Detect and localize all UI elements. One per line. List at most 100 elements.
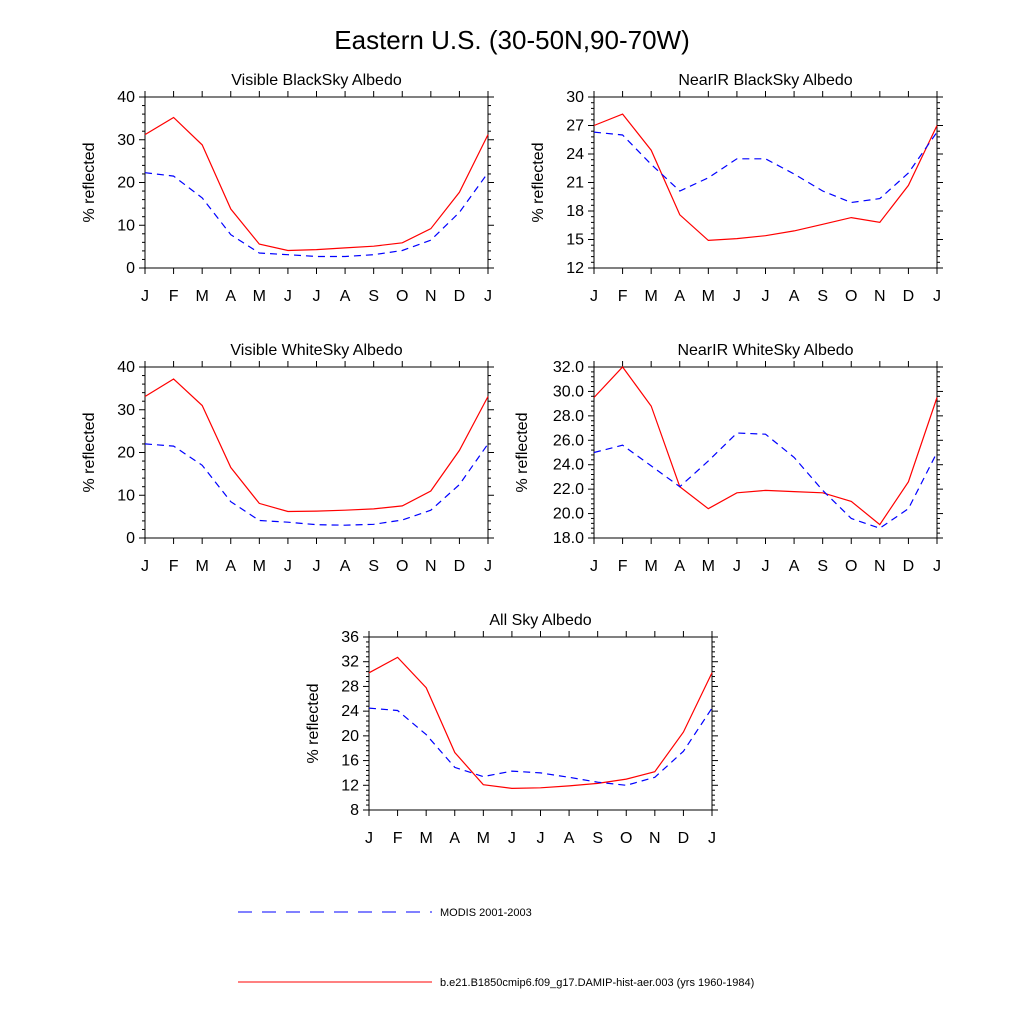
legend-obs-label: MODIS 2001-2003 bbox=[440, 907, 532, 919]
panel-3: Visible WhiteSky Albedo % reflected 0 10 20 3… bbox=[81, 342, 494, 575]
x-tick-label: D bbox=[903, 288, 915, 305]
x-tick-label: O bbox=[845, 288, 857, 305]
y-tick-label: 24 bbox=[341, 703, 359, 720]
y-axis-label: % reflected bbox=[81, 412, 98, 492]
x-tick-label: D bbox=[678, 830, 690, 847]
y-tick-label: 24 bbox=[566, 146, 584, 163]
y-tick-label: 40 bbox=[117, 89, 135, 106]
x-tick-label: J bbox=[313, 288, 321, 305]
y-tick-label: 18 bbox=[566, 203, 584, 220]
y-tick-label: 28 bbox=[341, 678, 359, 695]
legend: MODIS 2001-2003 b.e21.B1850cmip6.f09_g17… bbox=[238, 907, 754, 989]
x-tick-label: N bbox=[874, 558, 886, 575]
x-tick-label: F bbox=[618, 288, 628, 305]
x-tick-label: J bbox=[537, 830, 545, 847]
panel-1: Visible BlackSky Albedo % reflected 0 10 20 3… bbox=[81, 72, 494, 305]
x-tick-label: J bbox=[141, 288, 149, 305]
panel-title: NearIR BlackSky Albedo bbox=[678, 72, 852, 89]
y-tick-label: 24.0 bbox=[553, 457, 584, 474]
x-tick-label: A bbox=[340, 288, 351, 305]
x-tick-label: S bbox=[817, 288, 828, 305]
x-tick-label: J bbox=[733, 558, 741, 575]
x-tick-label: J bbox=[141, 558, 149, 575]
series-line-model bbox=[144, 378, 489, 513]
series-line-model bbox=[144, 116, 489, 252]
panel-5: All Sky Albedo % reflected 8 12 16 20 24 28 32 36… bbox=[305, 612, 718, 847]
y-tick-label: 40 bbox=[117, 359, 135, 376]
x-tick-label: J bbox=[590, 558, 598, 575]
plot-frame bbox=[368, 636, 713, 811]
y-tick-label: 10 bbox=[117, 487, 135, 504]
x-tick-label: A bbox=[564, 830, 575, 847]
x-tick-label: D bbox=[903, 558, 915, 575]
plot-frame bbox=[593, 96, 938, 269]
x-tick-label: J bbox=[484, 558, 492, 575]
y-tick-label: 20 bbox=[117, 175, 135, 192]
x-tick-label: A bbox=[674, 288, 685, 305]
y-axis-label: % reflected bbox=[305, 683, 322, 763]
x-tick-label: J bbox=[933, 558, 941, 575]
y-axis-label: % reflected bbox=[514, 412, 531, 492]
x-tick-label: M bbox=[253, 288, 266, 305]
series-line-obs bbox=[368, 707, 713, 786]
x-tick-label: N bbox=[425, 288, 437, 305]
x-tick-label: A bbox=[225, 558, 236, 575]
x-tick-label: S bbox=[368, 558, 379, 575]
plot-frame bbox=[144, 96, 489, 269]
x-tick-label: O bbox=[620, 830, 632, 847]
x-tick-label: O bbox=[396, 288, 408, 305]
y-tick-label: 22.0 bbox=[553, 481, 584, 498]
x-tick-label: M bbox=[420, 830, 433, 847]
y-axis-label: % reflected bbox=[81, 142, 98, 222]
y-tick-label: 20 bbox=[341, 728, 359, 745]
x-tick-label: A bbox=[449, 830, 460, 847]
x-tick-label: O bbox=[396, 558, 408, 575]
y-tick-label: 18.0 bbox=[553, 530, 584, 547]
series-line-model bbox=[593, 113, 938, 242]
series-line-obs bbox=[144, 443, 489, 526]
y-tick-label: 32.0 bbox=[553, 359, 584, 376]
y-tick-label: 28.0 bbox=[553, 408, 584, 425]
y-tick-label: 8 bbox=[350, 802, 359, 819]
plot-frame bbox=[144, 366, 489, 539]
y-tick-label: 30 bbox=[117, 402, 135, 419]
panel-2: NearIR BlackSky Albedo % reflected 12 15 18 2… bbox=[530, 72, 943, 305]
x-tick-label: M bbox=[196, 288, 209, 305]
x-tick-label: F bbox=[169, 288, 179, 305]
x-tick-label: J bbox=[933, 288, 941, 305]
x-tick-label: F bbox=[618, 558, 628, 575]
panels: Visible BlackSky Albedo % reflected 0 10 20 3… bbox=[81, 72, 943, 847]
panel-4: NearIR WhiteSky Albedo % reflected 18.0 20.… bbox=[514, 342, 943, 575]
x-tick-label: A bbox=[225, 288, 236, 305]
y-tick-label: 30 bbox=[117, 132, 135, 149]
y-tick-label: 26.0 bbox=[553, 432, 584, 449]
page-title: Eastern U.S. (30-50N,90-70W) bbox=[334, 25, 689, 55]
x-tick-label: J bbox=[484, 288, 492, 305]
x-tick-label: D bbox=[454, 288, 466, 305]
panel-title: Visible WhiteSky Albedo bbox=[230, 342, 402, 359]
x-tick-label: N bbox=[649, 830, 661, 847]
x-tick-label: S bbox=[368, 288, 379, 305]
series-line-obs bbox=[144, 172, 489, 258]
x-tick-label: M bbox=[645, 558, 658, 575]
y-tick-label: 12 bbox=[341, 777, 359, 794]
y-tick-label: 21 bbox=[566, 175, 584, 192]
y-tick-label: 16 bbox=[341, 753, 359, 770]
x-tick-label: M bbox=[702, 288, 715, 305]
x-tick-label: J bbox=[508, 830, 516, 847]
y-tick-label: 0 bbox=[126, 260, 135, 277]
x-tick-label: J bbox=[708, 830, 716, 847]
y-axis-label: % reflected bbox=[530, 142, 547, 222]
x-tick-label: J bbox=[762, 558, 770, 575]
y-tick-label: 36 bbox=[341, 629, 359, 646]
y-tick-label: 0 bbox=[126, 530, 135, 547]
x-tick-label: J bbox=[365, 830, 373, 847]
x-tick-label: N bbox=[874, 288, 886, 305]
x-tick-label: O bbox=[845, 558, 857, 575]
panel-title: Visible BlackSky Albedo bbox=[231, 72, 402, 89]
panel-title: All Sky Albedo bbox=[489, 612, 591, 629]
x-tick-label: M bbox=[702, 558, 715, 575]
legend-model-label: b.e21.B1850cmip6.f09_g17.DAMIP-hist-aer.… bbox=[440, 977, 754, 989]
y-tick-label: 20 bbox=[117, 445, 135, 462]
